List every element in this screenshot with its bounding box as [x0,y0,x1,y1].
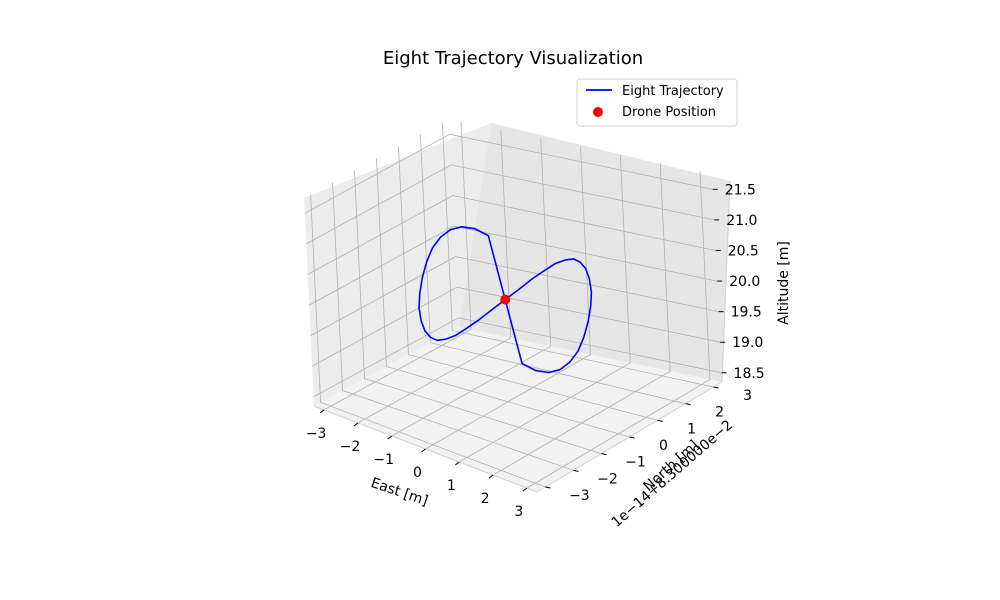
x-tick-mark [319,409,325,414]
y-tick-label: 0 [659,438,668,454]
y-gridline [420,134,686,405]
y-gridline [398,146,658,421]
grid-lines [304,121,722,489]
z-gridline [306,164,715,245]
z-axis-label: Altitude [m] [776,241,792,325]
x-tick-mark [522,487,528,492]
z-gridline [311,286,721,367]
x-tick-mark [387,435,393,440]
series-layer [418,226,593,374]
y-tick-label: −1 [625,455,646,471]
left-wall-pane [304,123,491,406]
y-tick-mark [545,486,551,489]
x-tick-label: 0 [413,465,422,481]
x-tick-mark [353,422,359,427]
x-gridline [459,154,631,463]
x-gridline [492,163,671,476]
legend-label-drone: Drone Position [622,105,716,120]
x-gridline [425,146,591,450]
x-tick-mark [421,448,426,453]
legend-scatter-marker [593,107,603,117]
legend: Eight Trajectory Drone Position [576,78,738,127]
z-gridline [313,317,722,398]
y-gridline [332,182,574,471]
x-tick-mark [488,474,494,479]
x-gridline [391,138,552,437]
y-gridline [376,158,630,438]
x-tick-label: 2 [481,491,490,507]
z-gridline [310,256,719,336]
floor-pane [314,327,722,492]
x-tick-label: 1 [447,478,456,494]
x-tick-mark [454,461,460,466]
y-tick-label: 1 [687,421,696,437]
z-tick-label: 19.5 [731,305,762,321]
y-gridline [310,194,546,488]
z-gridline [304,133,713,214]
legend-box [576,78,738,127]
z-tick-label: 20.0 [729,274,760,290]
y-gridline [442,122,714,388]
z-tick-label: 21.5 [725,182,756,198]
y-tick-mark [629,436,635,439]
z-gridline [307,195,716,275]
y-tick-mark [657,419,663,422]
z-axis-line [721,180,731,383]
y-tick-label: −2 [597,471,618,487]
y-tick-label: 3 [743,388,752,404]
z-tick-label: 19.0 [732,335,763,351]
z-tick-label: 21.0 [726,213,757,229]
x-gridline [323,121,472,411]
y-tick-label: 2 [715,405,724,421]
legend-label-trajectory: Eight Trajectory [622,84,724,99]
x-tick-label: −1 [373,452,394,468]
y-tick-label: −3 [569,488,590,504]
z-tick-label: 20.5 [728,243,759,259]
x-tick-label: −3 [306,426,327,442]
y-tick-mark [601,453,607,456]
y-gridline [354,170,602,455]
y-tick-mark [573,469,579,472]
axes-panes [304,123,730,492]
chart-title: Eight Trajectory Visualization [383,48,643,69]
y-tick-mark [713,386,719,389]
y-tick-mark [685,403,691,406]
z-gridline [308,225,718,306]
back-wall-pane [459,123,730,382]
x-tick-label: −2 [340,439,361,455]
drone-position-point [500,294,511,305]
x-gridline [357,129,512,424]
tick-labels: −3 −2 −1 0 1 2 3 −3 −2 −1 0 1 2 3 18.5 19.0 19.5 20.0 20.5… [306,182,765,520]
z-tick-label: 18.5 [734,366,765,382]
x-tick-label: 3 [514,504,523,520]
x-gridline [526,171,711,489]
